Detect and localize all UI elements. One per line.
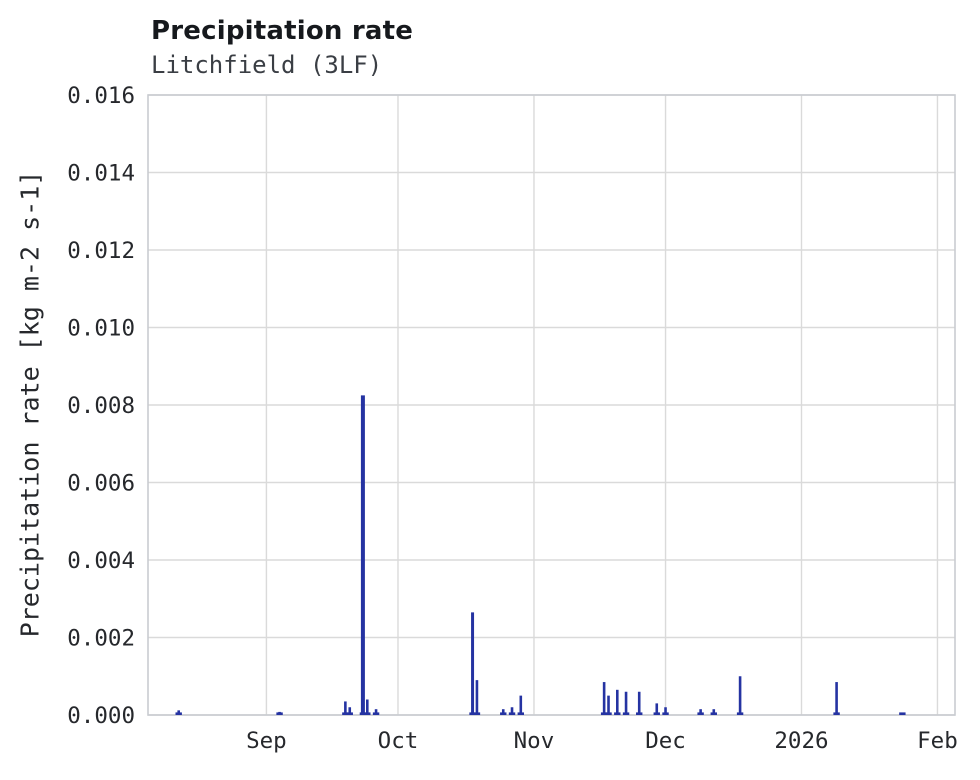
precip-spike-base <box>359 712 367 715</box>
precip-spike-base <box>276 712 283 715</box>
data-series <box>175 395 906 715</box>
chart-subtitle: Litchfield (3LF) <box>151 51 383 79</box>
precip-spike-base <box>600 712 608 715</box>
y-tick-label: 0.006 <box>67 471 135 497</box>
tick-labels: 0.000 0.002 0.004 0.006 0.008 0.010 0.012 0.014… <box>67 83 958 754</box>
precip-spike-base <box>605 712 612 715</box>
x-tick-label: Sep <box>246 728 287 754</box>
precip-spike-base <box>899 712 906 715</box>
precip-spike-base <box>342 712 349 715</box>
precip-spike-base <box>697 712 704 715</box>
x-tick-label: Feb <box>917 728 958 754</box>
precip-spike-base <box>346 712 353 715</box>
axes-spines <box>147 94 956 716</box>
x-tick-label: Nov <box>514 728 555 754</box>
y-axis-label: Precipitation rate [kg m-2 s-1] <box>15 170 45 638</box>
precip-spike-base <box>517 712 524 715</box>
y-tick-label: 0.008 <box>67 393 135 419</box>
precip-spike-base <box>508 712 516 715</box>
precip-spike-base <box>636 712 643 715</box>
x-tick-label: Dec <box>645 728 686 754</box>
precip-spike-base <box>175 712 182 715</box>
y-tick-label: 0.010 <box>67 316 135 342</box>
y-tick-label: 0.002 <box>67 626 135 652</box>
y-tick-label: 0.004 <box>67 548 135 574</box>
x-tick-label: 2026 <box>774 728 828 754</box>
precip-spike-base <box>469 712 476 715</box>
precip-spike-base <box>614 712 621 715</box>
precip-spike-base <box>833 712 840 715</box>
y-tick-label: 0.014 <box>67 161 135 187</box>
precip-spike-base <box>653 712 660 715</box>
precip-spike-base <box>736 712 744 715</box>
precip-spike-base <box>473 712 481 715</box>
precip-spike-base <box>710 712 717 715</box>
precip-spike-base <box>500 712 507 715</box>
precip-spike-base <box>364 712 371 715</box>
y-tick-label: 0.016 <box>67 83 135 109</box>
precip-spike-base <box>622 712 630 715</box>
gridlines <box>148 94 955 716</box>
y-tick-label: 0.000 <box>67 703 135 729</box>
chart-title: Precipitation rate <box>151 16 414 46</box>
x-tick-label: Oct <box>378 728 419 754</box>
precip-spike-base <box>662 712 669 715</box>
precip-spike-base <box>372 712 380 715</box>
y-tick-label: 0.012 <box>67 238 135 264</box>
